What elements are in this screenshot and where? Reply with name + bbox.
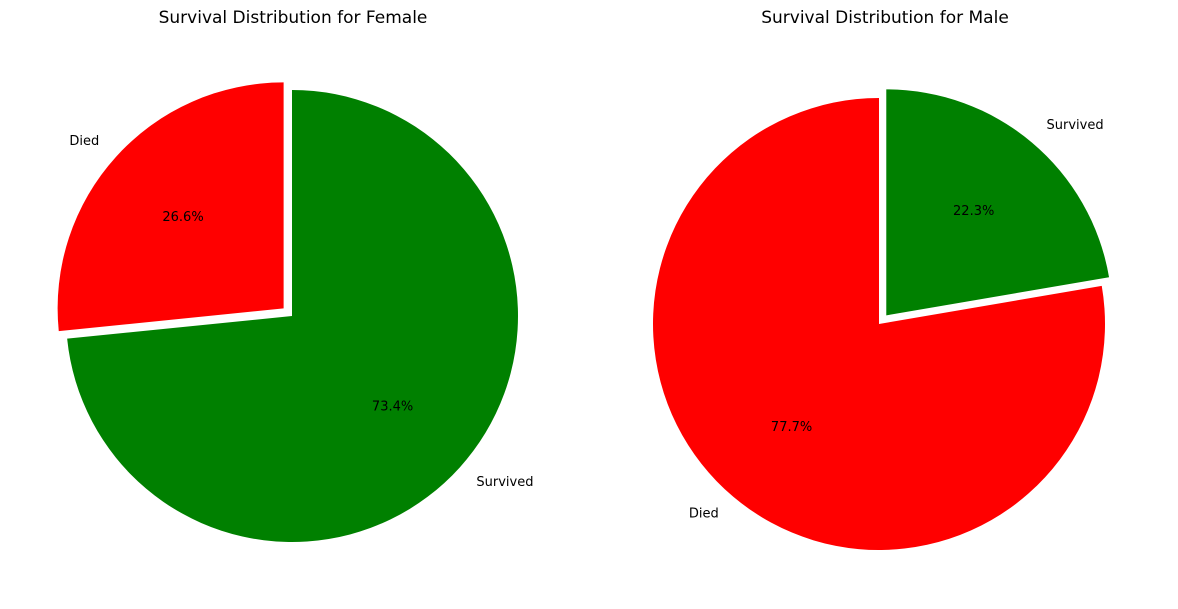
male-category-label-survived: Survived — [1047, 118, 1104, 133]
male-category-label-died: Died — [689, 507, 719, 522]
male-slice-survived — [886, 89, 1110, 316]
male-pct-label-died: 77.7% — [771, 420, 812, 435]
male-chart-title: Survival Distribution for Male — [761, 8, 1009, 28]
female-pct-label-died: 26.6% — [162, 210, 203, 225]
female-category-label-died: Died — [69, 134, 99, 149]
female-slice-survived — [67, 90, 519, 542]
female-pct-label-survived: 73.4% — [372, 399, 413, 414]
female-chart-title: Survival Distribution for Female — [158, 8, 428, 28]
female-slice-died — [57, 82, 284, 332]
female-category-label-survived: Survived — [476, 475, 533, 490]
male-pct-label-survived: 22.3% — [953, 204, 994, 219]
male-slice-died — [653, 98, 1105, 550]
